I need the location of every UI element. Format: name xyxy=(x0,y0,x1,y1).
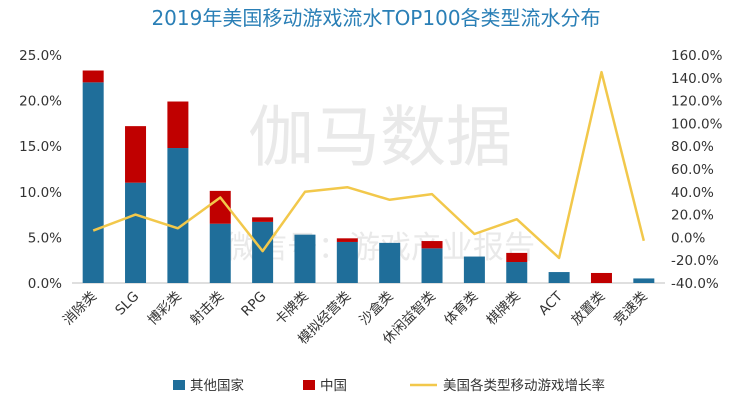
y-left-tick-label: 25.0% xyxy=(19,48,62,64)
bar-other xyxy=(294,234,316,283)
y-left-tick-label: 10.0% xyxy=(19,185,62,201)
x-tick-label: 放置类 xyxy=(568,289,608,329)
growth-line xyxy=(92,70,646,260)
bar-china xyxy=(82,70,104,83)
bar-other xyxy=(633,278,655,283)
bar-china xyxy=(421,241,443,249)
bar-other xyxy=(379,242,401,283)
watermark-main: 伽马数据 xyxy=(248,99,512,176)
y-left-tick-label: 0.0% xyxy=(28,276,62,292)
legend-label-other: 其他国家 xyxy=(190,377,244,394)
bar-china xyxy=(167,101,189,149)
bar-china xyxy=(506,252,528,263)
bar-other xyxy=(252,221,274,283)
legend-label-growth: 美国各类型移动游戏增长率 xyxy=(443,377,605,394)
bar-china xyxy=(209,190,231,224)
bar-other xyxy=(421,248,443,283)
legend-swatch-china xyxy=(303,380,315,390)
x-tick-label: ACT xyxy=(536,288,567,319)
legend: 其他国家 中国 美国各类型移动游戏增长率 xyxy=(173,377,605,394)
x-tick-label: 沙盒类 xyxy=(356,288,397,329)
y-right-tick-label: 100.0% xyxy=(671,116,723,132)
bar-other xyxy=(548,272,570,283)
x-tick-label: 体育类 xyxy=(441,289,481,329)
y-right-tick-label: 80.0% xyxy=(671,139,714,155)
x-tick-label: 棋牌类 xyxy=(483,288,524,329)
y-left-tick-label: 20.0% xyxy=(19,94,62,110)
chart-title: 2019年美国移动游戏流水TOP100各类型流水分布 xyxy=(151,6,600,30)
y-right-tick-label: 40.0% xyxy=(671,185,714,201)
bar-china xyxy=(336,238,358,242)
y-right-tick-label: -20.0% xyxy=(671,253,719,269)
bar-other xyxy=(209,223,231,283)
bar-other xyxy=(125,182,147,283)
bar-china xyxy=(125,126,147,183)
y-right-tick-label: 140.0% xyxy=(671,71,723,87)
plot-area: 0.0% 5.0% 10.0% 15.0% 20.0% 25.0% -40.0% -20.0%… xyxy=(19,48,723,348)
x-tick-label: RPG xyxy=(238,289,269,320)
bar-china xyxy=(590,272,612,283)
y-right-tick-label: 120.0% xyxy=(671,94,723,110)
bar-other xyxy=(506,262,528,283)
legend-label-china: 中国 xyxy=(320,378,347,394)
bar-other xyxy=(167,148,189,283)
x-tick-label: 射击类 xyxy=(187,289,227,329)
x-tick-label: 卡牌类 xyxy=(271,288,312,329)
y-right-tick-label: 0.0% xyxy=(671,230,705,246)
y-left-tick-label: 5.0% xyxy=(28,230,62,246)
x-tick-label: SLG xyxy=(112,289,142,319)
bar-other xyxy=(463,256,485,283)
y-right-tick-label: 60.0% xyxy=(671,162,714,178)
y-right-tick-label: 160.0% xyxy=(671,48,723,64)
bar-other xyxy=(336,241,358,283)
x-tick-label: 竞速类 xyxy=(610,288,651,329)
bar-other xyxy=(82,82,104,283)
y-right-tick-label: -40.0% xyxy=(671,276,719,292)
legend-swatch-other xyxy=(173,380,185,390)
x-tick-label: 博彩类 xyxy=(144,288,185,329)
x-tick-label: 消除类 xyxy=(60,289,100,329)
y-left-tick-label: 15.0% xyxy=(19,139,62,155)
y-right-tick-label: 20.0% xyxy=(671,208,714,224)
bar-china xyxy=(252,217,274,222)
